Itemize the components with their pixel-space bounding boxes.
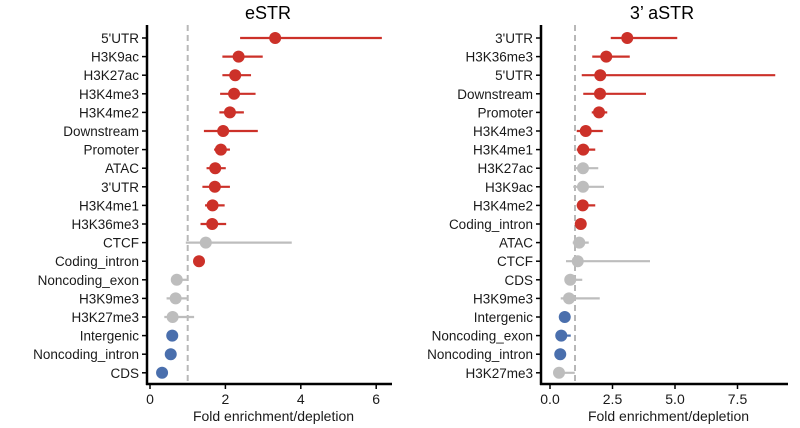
data-point — [199, 236, 212, 249]
data-point — [156, 366, 169, 379]
y-tick-label: H3K4me2 — [473, 198, 533, 213]
x-axis-label: Fold enrichment/depletion — [588, 408, 749, 424]
y-tick-label: Noncoding_intron — [427, 347, 533, 362]
y-tick-label: H3K27ac — [83, 68, 139, 83]
x-tick-label: 0.0 — [540, 391, 560, 407]
y-tick-label: H3K4me3 — [79, 87, 139, 102]
y-tick-label: CDS — [504, 273, 533, 288]
y-tick-label: CTCF — [103, 236, 139, 251]
y-tick-label: H3K27me3 — [465, 366, 533, 381]
y-tick-label: H3K9ac — [485, 180, 533, 195]
panel-estr: eSTR 0 2 4 6 Fold enrichment/depletion 5'UTR H3… — [33, 3, 392, 424]
data-point — [164, 348, 177, 361]
y-tick-label: H3K27me3 — [71, 310, 139, 325]
x-tick-label: 4 — [297, 391, 305, 407]
y-tick-label: Noncoding_intron — [33, 347, 139, 362]
y-tick-label: ATAC — [105, 161, 139, 176]
x-tick-label: 2 — [222, 391, 230, 407]
chart-title: eSTR — [245, 3, 291, 23]
y-tick-label: H3K9me3 — [473, 291, 533, 306]
data-point — [574, 218, 587, 230]
x-tick-label: 0 — [146, 391, 154, 407]
y-tick-label: H3K4me3 — [473, 124, 533, 139]
y-tick-label: H3K4me1 — [79, 198, 139, 213]
data-point — [621, 32, 634, 44]
data-point — [577, 180, 589, 193]
y-tick-label: Promoter — [83, 143, 139, 158]
data-point — [206, 199, 219, 212]
y-tick-label: Promoter — [477, 105, 533, 120]
y-tick-label: H3K27ac — [477, 161, 533, 176]
y-tick-label: Coding_intron — [449, 217, 533, 232]
data-point — [232, 50, 245, 63]
data-point — [209, 162, 222, 175]
x-tick-label: 5.0 — [665, 391, 685, 407]
y-tick-label: Downstream — [457, 87, 533, 102]
data-point — [169, 292, 182, 305]
data-point — [193, 255, 206, 268]
data-point — [269, 32, 282, 44]
x-tick-label: 6 — [372, 391, 380, 407]
x-tick-label: 2.5 — [603, 391, 623, 407]
y-tick-label: H3K9me3 — [79, 291, 139, 306]
y-tick-label: Noncoding_exon — [432, 329, 533, 344]
data-point — [166, 329, 179, 342]
data-point — [554, 348, 567, 361]
data-point — [206, 218, 219, 230]
data-point — [558, 311, 571, 323]
data-point — [571, 255, 584, 268]
data-point — [170, 273, 183, 286]
data-point — [229, 69, 242, 82]
data-point — [576, 199, 589, 212]
data-point — [577, 143, 590, 156]
data-point — [593, 106, 605, 119]
data-point — [228, 87, 241, 100]
y-tick-label: Downstream — [63, 124, 139, 139]
data-point — [555, 329, 568, 342]
y-tick-label: 3'UTR — [101, 180, 139, 195]
data-point — [594, 69, 607, 82]
x-tick-label: 7.5 — [728, 391, 748, 407]
y-tick-label: ATAC — [499, 236, 533, 251]
data-point — [579, 125, 592, 137]
y-tick-label: CDS — [110, 366, 139, 381]
y-tick-label: Intergenic — [474, 310, 534, 325]
y-tick-label: H3K9ac — [91, 50, 139, 65]
y-tick-label: H3K4me1 — [473, 143, 533, 158]
data-point — [563, 292, 575, 305]
data-point — [166, 311, 179, 323]
chart-title: 3’ aSTR — [630, 3, 694, 23]
x-axis-label: Fold enrichment/depletion — [193, 408, 354, 424]
y-tick-label: CTCF — [497, 254, 533, 269]
y-tick-label: H3K4me2 — [79, 105, 139, 120]
data-point — [600, 50, 613, 63]
data-point — [217, 125, 230, 137]
data-point — [553, 366, 565, 379]
data-point — [573, 236, 586, 249]
y-tick-label: H3K36me3 — [71, 217, 139, 232]
y-tick-label: Intergenic — [80, 329, 140, 344]
data-point — [214, 143, 227, 156]
data-point — [577, 162, 589, 175]
data-point — [223, 106, 236, 119]
y-tick-label: 5'UTR — [495, 68, 533, 83]
data-point — [594, 87, 606, 100]
data-point — [208, 180, 221, 193]
y-tick-label: Noncoding_exon — [38, 273, 139, 288]
y-tick-label: Coding_intron — [55, 254, 139, 269]
y-tick-label: H3K36me3 — [465, 50, 533, 65]
data-point — [564, 273, 577, 286]
y-tick-label: 5'UTR — [101, 31, 139, 46]
y-tick-label: 3'UTR — [495, 31, 533, 46]
